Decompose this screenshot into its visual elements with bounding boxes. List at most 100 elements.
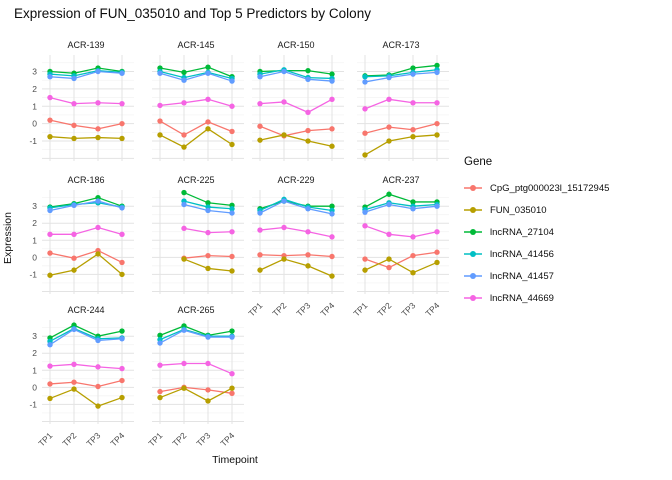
series-line bbox=[259, 98, 333, 114]
y-tick-label: 3 bbox=[32, 331, 37, 341]
series-line bbox=[49, 67, 123, 74]
data-point bbox=[71, 100, 77, 107]
series-line bbox=[159, 386, 233, 394]
data-point bbox=[329, 211, 335, 217]
series-line bbox=[364, 193, 437, 208]
data-point bbox=[434, 203, 440, 209]
data-point bbox=[181, 132, 187, 138]
data-point bbox=[386, 74, 392, 81]
data-point bbox=[47, 342, 53, 348]
data-point bbox=[181, 69, 187, 76]
data-point bbox=[229, 128, 235, 135]
data-point bbox=[434, 120, 440, 127]
legend-item-label: lncRNA_44669 bbox=[490, 292, 554, 304]
data-point bbox=[434, 259, 440, 266]
x-tick-label: TP2 bbox=[270, 300, 288, 318]
data-point bbox=[257, 210, 263, 216]
series-line bbox=[364, 225, 438, 238]
data-point bbox=[434, 249, 440, 255]
data-point bbox=[329, 78, 335, 84]
data-point bbox=[71, 361, 77, 368]
data-point bbox=[205, 119, 211, 125]
data-point bbox=[329, 273, 335, 279]
data-point bbox=[71, 75, 77, 82]
x-tick-label: TP2 bbox=[375, 300, 393, 318]
series-line bbox=[49, 249, 123, 264]
data-point bbox=[71, 379, 77, 385]
data-point bbox=[229, 229, 235, 235]
x-tick-label: TP3 bbox=[399, 300, 417, 318]
data-point bbox=[229, 268, 235, 274]
data-point bbox=[329, 203, 335, 209]
data-point bbox=[47, 381, 53, 387]
data-point bbox=[434, 229, 440, 235]
data-point bbox=[281, 198, 287, 204]
data-point bbox=[47, 94, 53, 101]
series-line bbox=[159, 72, 233, 82]
legend-item: lncRNA_44669 bbox=[464, 287, 609, 309]
data-point bbox=[95, 224, 101, 231]
legend-item: FUN_035010 bbox=[464, 199, 609, 221]
series-line bbox=[364, 251, 438, 269]
data-point bbox=[95, 126, 101, 132]
data-point bbox=[47, 207, 53, 214]
data-point bbox=[119, 328, 125, 334]
y-tick-label: 1 bbox=[32, 365, 37, 375]
x-tick-label: TP4 bbox=[318, 300, 336, 318]
series-line bbox=[259, 198, 333, 212]
data-point bbox=[434, 132, 440, 138]
data-point bbox=[305, 229, 311, 235]
data-point bbox=[157, 70, 163, 76]
data-point bbox=[71, 326, 77, 333]
x-tick-label: TP1 bbox=[351, 300, 369, 318]
data-point bbox=[386, 138, 392, 144]
x-tick-label: TP4 bbox=[423, 300, 441, 318]
series-line bbox=[49, 328, 123, 346]
y-tick-label: 2 bbox=[32, 348, 37, 358]
data-point bbox=[95, 100, 101, 106]
data-point bbox=[205, 252, 211, 259]
data-point bbox=[119, 271, 125, 278]
data-point bbox=[205, 70, 211, 76]
series-line bbox=[259, 254, 333, 258]
series-line bbox=[49, 379, 123, 388]
data-point bbox=[205, 265, 211, 272]
legend-item-label: lncRNA_41457 bbox=[490, 270, 554, 282]
data-point bbox=[257, 137, 263, 143]
data-point bbox=[410, 199, 416, 205]
legend: Gene CpG_ptg000023l_15172945 FUN_035010 ln… bbox=[464, 156, 609, 309]
series-line bbox=[159, 70, 233, 80]
facet-label: ACR-265 bbox=[177, 305, 214, 315]
x-tick-label: TP3 bbox=[294, 300, 312, 318]
data-point bbox=[157, 102, 163, 109]
data-point bbox=[281, 256, 287, 262]
series-line bbox=[259, 134, 333, 147]
data-point bbox=[362, 256, 368, 262]
series-line bbox=[364, 71, 438, 83]
data-point bbox=[329, 253, 335, 260]
series-line bbox=[159, 128, 233, 148]
data-point bbox=[119, 336, 125, 342]
data-point bbox=[181, 144, 187, 150]
data-point bbox=[119, 377, 125, 384]
data-point bbox=[95, 364, 101, 370]
data-point bbox=[181, 327, 187, 333]
data-point bbox=[47, 117, 53, 123]
y-tick-label: -1 bbox=[29, 136, 37, 146]
data-point bbox=[47, 272, 53, 278]
facet-label: ACR-186 bbox=[67, 175, 104, 185]
x-tick-label: TP4 bbox=[218, 430, 236, 448]
data-point bbox=[205, 96, 211, 103]
data-point bbox=[305, 206, 311, 212]
facet-label: ACR-225 bbox=[177, 175, 214, 185]
data-point bbox=[229, 103, 235, 109]
data-point bbox=[119, 135, 125, 142]
data-point bbox=[71, 135, 77, 142]
series-line bbox=[259, 226, 333, 238]
series-line bbox=[159, 328, 232, 341]
data-point bbox=[329, 234, 335, 240]
data-point bbox=[95, 403, 101, 409]
data-point bbox=[119, 231, 125, 238]
data-point bbox=[205, 398, 211, 404]
data-point bbox=[329, 143, 335, 149]
